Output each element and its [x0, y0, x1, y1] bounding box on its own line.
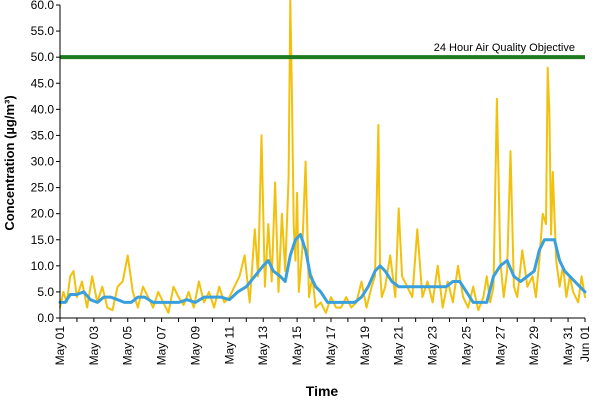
- x-tick-label: May 25: [460, 326, 474, 366]
- y-tick-label: 10.0: [31, 259, 55, 273]
- y-tick-label: 55.0: [31, 24, 55, 38]
- x-axis-title: Time: [306, 383, 339, 399]
- y-tick-label: 5.0: [37, 285, 54, 299]
- x-tick-label: May 13: [256, 326, 270, 366]
- y-axis-title: Concentration (µg/m³): [2, 95, 17, 230]
- x-tick-label: May 27: [493, 326, 507, 366]
- x-tick-label: Jun 01: [578, 326, 592, 362]
- x-tick-label: May 19: [358, 326, 372, 366]
- series-line-hourly: [59, 0, 586, 314]
- x-tick-label: May 29: [527, 326, 541, 366]
- y-tick-label: 60.0: [31, 0, 55, 12]
- y-tick-label: 25.0: [31, 181, 55, 195]
- y-tick-label: 35.0: [31, 128, 55, 142]
- series-line-rolling: [58, 233, 587, 304]
- x-tick-label: May 09: [189, 326, 203, 366]
- objective-label: 24 Hour Air Quality Objective: [434, 42, 575, 54]
- x-tick-label: May 21: [392, 326, 406, 366]
- y-tick-label: 30.0: [31, 155, 55, 169]
- x-tick-label: May 17: [324, 326, 338, 366]
- y-tick-label: 45.0: [31, 76, 55, 90]
- y-tick-label: 50.0: [31, 50, 55, 64]
- y-tick-label: 40.0: [31, 102, 55, 116]
- x-tick-label: May 03: [87, 326, 101, 366]
- x-tick-label: May 01: [53, 326, 67, 366]
- x-tick-label: May 15: [290, 326, 304, 366]
- x-tick-label: May 07: [155, 326, 169, 366]
- x-tick-label: May 11: [222, 326, 236, 365]
- y-tick-label: 0.0: [37, 311, 54, 325]
- x-tick-label: May 05: [121, 326, 135, 366]
- y-tick-label: 15.0: [31, 233, 55, 247]
- x-tick-label: May 31: [561, 326, 575, 366]
- y-tick-label: 20.0: [31, 207, 55, 221]
- x-tick-label: May 23: [426, 326, 440, 366]
